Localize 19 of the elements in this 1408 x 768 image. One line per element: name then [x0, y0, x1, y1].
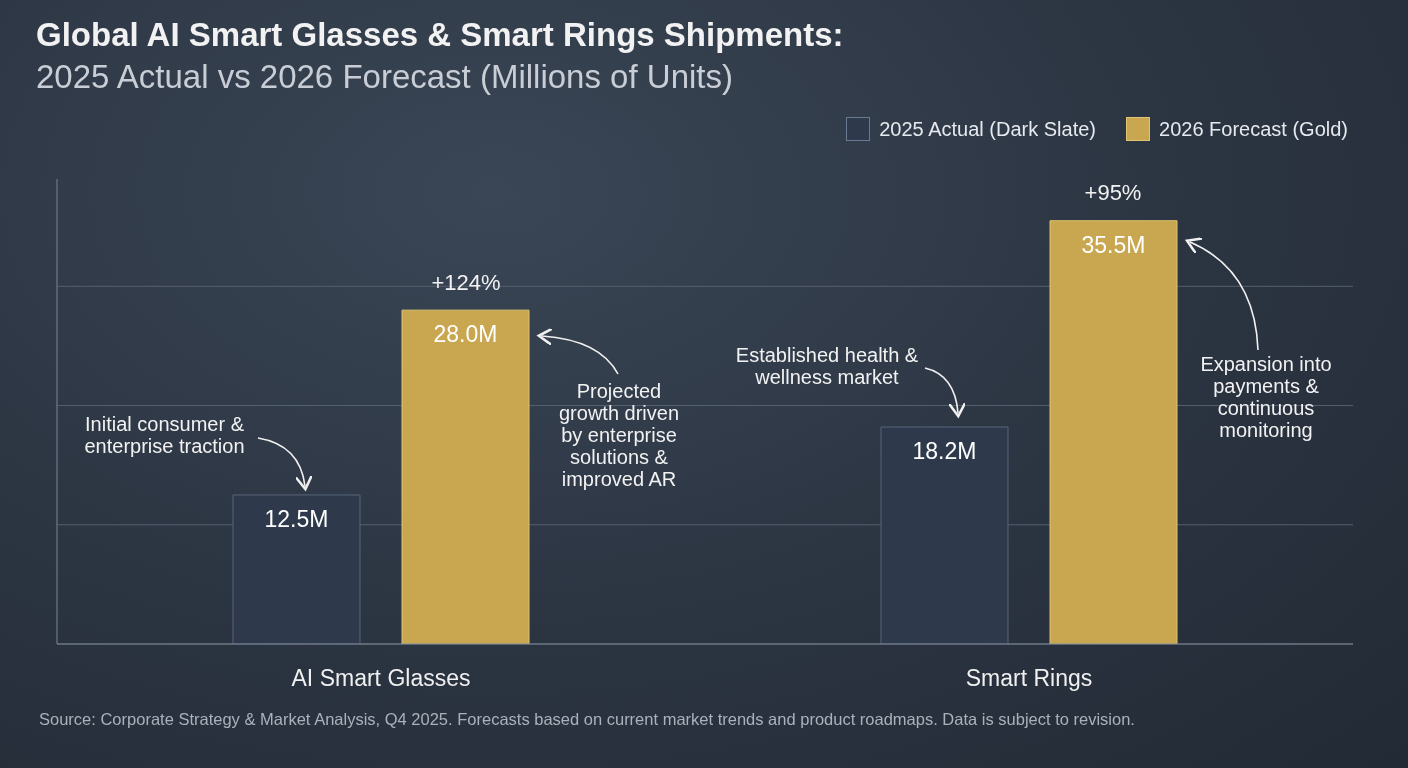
annotation: Initial consumer & enterprise traction [83, 413, 246, 457]
chart-subtitle: 2025 Actual vs 2026 Forecast (Millions of Units) [36, 58, 733, 96]
annotation: Established health & wellness market [734, 344, 920, 388]
annotation: +95% [1083, 180, 1143, 205]
x-tick-label: AI Smart Glasses [291, 665, 471, 692]
annotation: Expansion into payments & continuous monitoring [1199, 353, 1333, 441]
legend-label: 2025 Actual (Dark Slate) [879, 117, 1097, 141]
chart-title: Global AI Smart Glasses & Smart Rings Shipments: [36, 16, 844, 54]
data-label: 12.5M [264, 505, 329, 532]
bar [1049, 220, 1178, 644]
annotation: +124% [430, 270, 502, 295]
source-note: Source: Corporate Strategy & Market Analysis, Q4 2025. Forecasts based on current market trends and product roadmaps. Data is subject to revision. [39, 709, 1136, 729]
annotation: Projected growth driven by enterprise solutions & improved AR [557, 380, 681, 490]
data-label: 28.0M [433, 321, 498, 348]
legend-label: 2026 Forecast (Gold) [1159, 117, 1348, 141]
bar [401, 309, 530, 644]
x-tick-label: Smart Rings [965, 665, 1093, 692]
data-label: 18.2M [912, 438, 977, 464]
data-label: 35.5M [1081, 231, 1146, 258]
